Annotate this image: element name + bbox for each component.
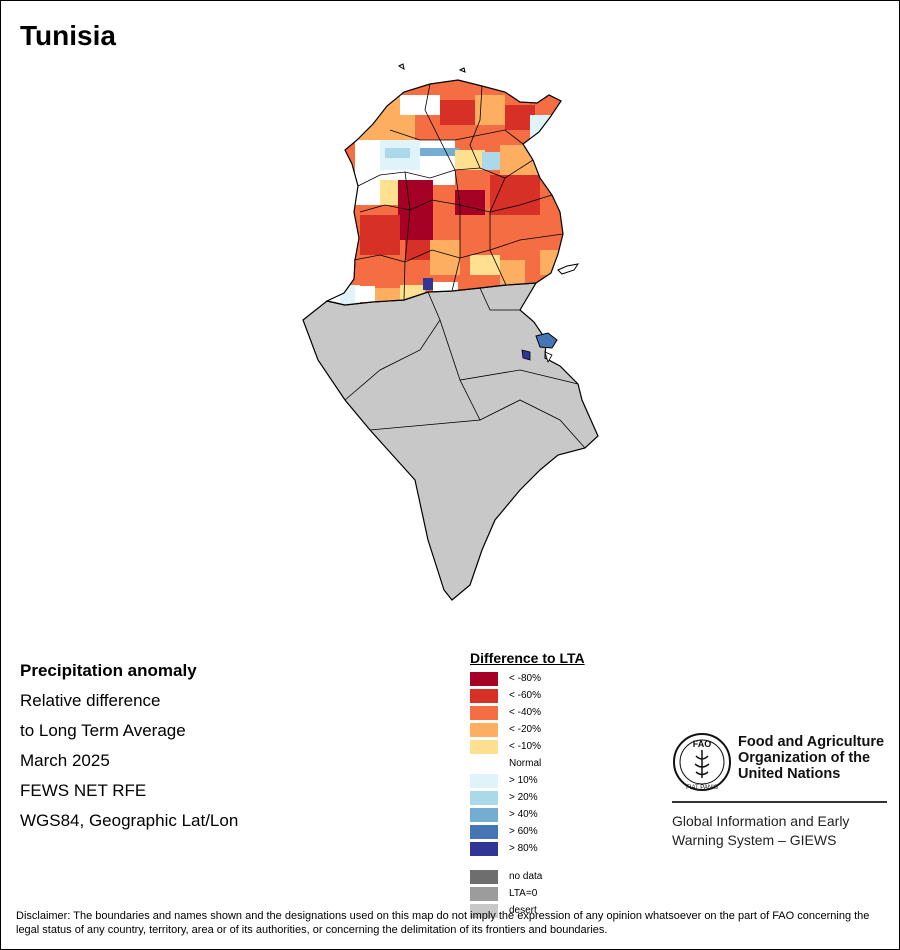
legend-swatch — [470, 903, 498, 918]
legend-item: > 10% — [470, 772, 538, 789]
legend-label: < -40% — [509, 707, 541, 718]
legend-label: desert — [509, 905, 537, 916]
legend-swatch — [470, 705, 498, 720]
legend-swatch — [470, 756, 498, 771]
northern-region-outline — [325, 79, 564, 306]
info-line-measure-2: to Long Term Average — [20, 721, 186, 740]
legend-item: < -10% — [470, 738, 541, 755]
legend-swatch — [470, 739, 498, 754]
southern-region-desert — [302, 282, 599, 601]
legend-label: > 60% — [509, 826, 538, 837]
fao-org-name: Food and Agriculture Organization of the… — [738, 734, 885, 782]
fao-giews-logo: FAO FIAT PANIS Food and Agriculture Orga… — [672, 732, 892, 852]
legend-item: > 80% — [470, 840, 538, 857]
legend-label: > 10% — [509, 775, 538, 786]
disclaimer: Disclaimer: The boundaries and names sho… — [16, 910, 870, 936]
legend-item: desert — [470, 902, 537, 919]
legend-label: < -10% — [509, 741, 541, 752]
legend-label: > 80% — [509, 843, 538, 854]
legend-label: no data — [509, 871, 543, 882]
legend-item: > 40% — [470, 806, 538, 823]
kerkennah-islands — [557, 263, 580, 275]
legend-item: > 60% — [470, 823, 538, 840]
legend-item: > 20% — [470, 789, 538, 806]
legend-label: > 20% — [509, 792, 538, 803]
legend-swatch — [470, 886, 498, 901]
legend-swatch — [470, 722, 498, 737]
legend-swatch — [470, 824, 498, 839]
djerba-island — [535, 332, 558, 349]
legend-label: Normal — [509, 758, 542, 769]
legend-item: Normal — [470, 755, 541, 772]
map-title: Tunisia — [20, 20, 116, 51]
info-line-measure: Relative difference — [20, 691, 161, 710]
info-line-projection: WGS84, Geographic Lat/Lon — [20, 811, 239, 830]
legend-item: < -20% — [470, 721, 541, 738]
fao-emblem-icon: FAO FIAT PANIS — [673, 733, 731, 791]
svg-text:FIAT PANIS: FIAT PANIS — [686, 785, 718, 791]
legend-swatch — [470, 688, 498, 703]
legend-label: > 40% — [509, 809, 538, 820]
legend-label: LTA=0 — [509, 888, 538, 899]
legend-swatch — [470, 671, 498, 686]
info-line-period: March 2025 — [20, 751, 110, 770]
legend-label: < -20% — [509, 724, 541, 735]
svg-text:FAO: FAO — [693, 739, 712, 749]
info-line-source: FEWS NET RFE — [20, 781, 147, 800]
anomaly-grid — [340, 80, 563, 305]
legend-title: Difference to LTA — [470, 650, 585, 666]
legend-item: LTA=0 — [470, 885, 537, 902]
admin-boundaries — [344, 83, 586, 449]
legend-swatch — [470, 807, 498, 822]
info-line-variable: Precipitation anomaly — [20, 661, 197, 680]
map-info-block: Precipitation anomaly Relative differenc… — [20, 656, 238, 836]
legend-item: no data — [470, 868, 542, 885]
legend-item: < -80% — [470, 670, 541, 687]
legend: Difference to LTA < -80% < -60% < -40% < -2… — [470, 650, 670, 918]
legend-swatch — [470, 773, 498, 788]
legend-item: < -40% — [470, 704, 541, 721]
legend-label: < -60% — [509, 690, 541, 701]
legend-swatch — [470, 869, 498, 884]
legend-swatch — [470, 841, 498, 856]
legend-swatch — [470, 790, 498, 805]
legend-item: < -60% — [470, 687, 541, 704]
legend-label: < -80% — [509, 673, 541, 684]
fao-divider — [672, 801, 887, 803]
giews-name: Global Information and Early Warning Sys… — [672, 813, 850, 848]
